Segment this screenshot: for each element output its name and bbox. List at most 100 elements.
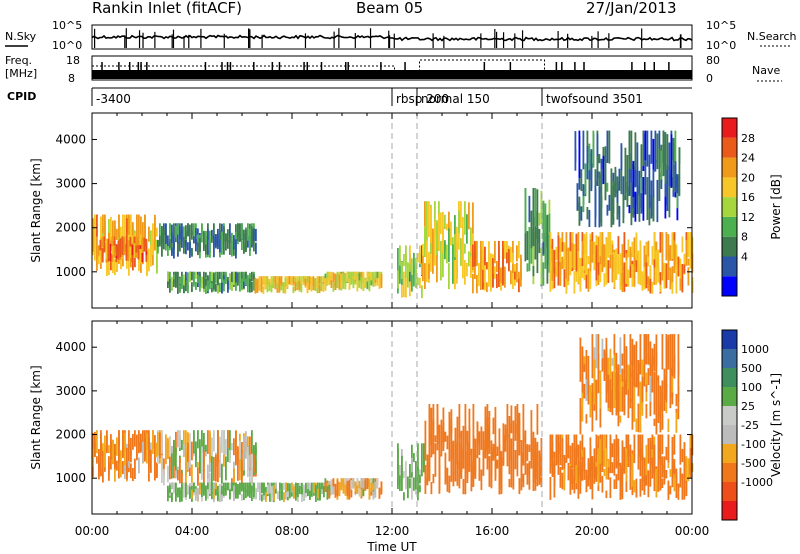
colorbar-swatch bbox=[722, 137, 737, 158]
range-cell bbox=[409, 245, 411, 270]
range-cell bbox=[247, 236, 249, 248]
range-cell bbox=[231, 271, 233, 282]
range-cell bbox=[173, 227, 175, 250]
range-cell bbox=[213, 272, 215, 290]
range-cell bbox=[617, 364, 620, 382]
range-cell bbox=[136, 214, 138, 249]
range-cell bbox=[219, 490, 221, 498]
range-cell bbox=[171, 445, 173, 454]
range-cell bbox=[661, 456, 664, 473]
range-cell bbox=[585, 414, 588, 424]
range-cell bbox=[177, 277, 179, 294]
range-cell bbox=[283, 482, 285, 491]
range-cell bbox=[619, 337, 622, 374]
range-cell bbox=[221, 430, 223, 453]
range-cell bbox=[557, 261, 560, 286]
range-cell bbox=[99, 239, 102, 249]
colorbar-tick-label: 500 bbox=[741, 362, 762, 375]
range-cell bbox=[129, 237, 132, 247]
range-cell bbox=[139, 236, 142, 246]
range-cell bbox=[534, 443, 537, 473]
range-cell bbox=[274, 276, 277, 290]
range-cell bbox=[319, 492, 321, 500]
range-cell bbox=[613, 334, 616, 369]
range-cell bbox=[597, 236, 600, 274]
range-cell bbox=[129, 244, 132, 258]
range-cell bbox=[598, 154, 601, 164]
range-cell bbox=[630, 182, 633, 226]
range-cell bbox=[324, 278, 327, 291]
range-cell bbox=[137, 236, 140, 246]
range-cell bbox=[140, 234, 142, 264]
range-cell bbox=[169, 456, 171, 480]
range-cell bbox=[659, 232, 662, 253]
range-cell bbox=[424, 263, 426, 289]
range-cell bbox=[189, 224, 191, 246]
range-cell bbox=[243, 487, 245, 501]
range-cell bbox=[602, 147, 605, 162]
range-cell bbox=[625, 349, 628, 386]
colorbar-tick-label: -1000 bbox=[741, 476, 773, 489]
range-cell bbox=[635, 253, 638, 273]
range-cell bbox=[667, 248, 670, 280]
range-cell bbox=[143, 238, 146, 252]
range-cell bbox=[470, 461, 473, 488]
range-cell bbox=[251, 485, 253, 501]
range-cell bbox=[629, 334, 632, 365]
range-cell bbox=[307, 482, 309, 490]
range-cell bbox=[175, 234, 177, 243]
range-cell bbox=[311, 482, 313, 490]
range-cell bbox=[464, 201, 466, 235]
range-cell bbox=[561, 242, 564, 252]
range-cell bbox=[419, 277, 421, 289]
nave-tick-low: 0 bbox=[706, 72, 713, 85]
range-cell bbox=[621, 353, 624, 366]
range-cell bbox=[569, 232, 572, 252]
range-cell bbox=[551, 253, 554, 263]
range-cell bbox=[368, 488, 371, 500]
range-cell bbox=[181, 473, 183, 484]
range-cell bbox=[111, 254, 114, 262]
range-cell bbox=[655, 250, 658, 281]
range-cell bbox=[177, 487, 179, 495]
range-cell bbox=[438, 465, 441, 494]
range-cell bbox=[362, 271, 365, 281]
range-cell bbox=[655, 377, 658, 432]
range-cell bbox=[536, 404, 539, 435]
range-cell bbox=[407, 476, 409, 499]
range-cell bbox=[559, 262, 562, 275]
range-cell bbox=[430, 206, 432, 244]
colorbar-swatch bbox=[722, 482, 737, 501]
range-cell bbox=[323, 486, 325, 498]
range-cell bbox=[215, 482, 217, 490]
range-cell bbox=[627, 269, 630, 287]
range-cell bbox=[209, 230, 211, 254]
range-cell bbox=[213, 236, 215, 247]
range-cell bbox=[438, 424, 441, 474]
range-cell bbox=[470, 227, 472, 258]
freq-panel bbox=[91, 55, 693, 81]
range-cell bbox=[284, 286, 287, 294]
range-cell bbox=[450, 221, 452, 246]
range-cell bbox=[171, 224, 173, 243]
nsky-line bbox=[91, 34, 693, 42]
range-cell bbox=[643, 266, 646, 290]
range-cell bbox=[237, 223, 239, 241]
range-cell bbox=[689, 232, 692, 259]
range-cell bbox=[647, 470, 650, 498]
range-cell bbox=[677, 386, 680, 394]
range-cell bbox=[247, 446, 249, 478]
range-cell bbox=[468, 427, 471, 472]
colorbar-swatch bbox=[722, 157, 737, 178]
range-cell bbox=[179, 278, 181, 289]
range-cell bbox=[277, 491, 279, 499]
range-cell bbox=[599, 232, 602, 257]
range-cell bbox=[603, 247, 606, 268]
range-cell bbox=[488, 252, 490, 260]
range-cell bbox=[334, 273, 337, 290]
range-cell bbox=[488, 411, 491, 454]
range-cell bbox=[470, 245, 472, 253]
range-cell bbox=[235, 232, 237, 240]
range-cell bbox=[108, 232, 110, 240]
range-cell bbox=[649, 265, 652, 287]
